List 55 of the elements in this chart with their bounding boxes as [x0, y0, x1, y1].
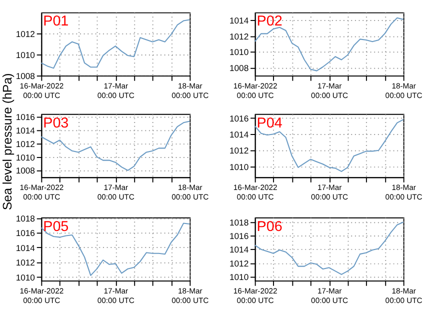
x-tick-label: 17-Mar 00:00 UTC: [97, 286, 135, 306]
x-tick-label: 16-Mar-2022 00:00 UTC: [233, 82, 278, 100]
x-tick-label: 18-Mar 00:00 UTC: [172, 183, 210, 202]
x-tick-label: 16-Mar-2022 00:00 UTC: [20, 286, 64, 306]
line-series: [40, 222, 190, 276]
y-tick-label: 1010: [16, 152, 36, 162]
y-tick-label: 1012: [229, 258, 249, 268]
x-tick-label: 18-Mar 00:00 UTC: [385, 286, 423, 306]
y-tick-label: 1012: [229, 31, 249, 42]
x-tick-label: 17-Mar 00:00 UTC: [311, 82, 349, 100]
chart-title: P05: [43, 218, 69, 235]
y-tick-label: 1008: [16, 166, 36, 176]
y-tick-label: 1010: [229, 47, 249, 58]
y-tick-label: 1010: [229, 162, 249, 172]
x-tick-label: 17-Mar 00:00 UTC: [311, 286, 349, 306]
x-tick-label: 18-Mar 00:00 UTC: [385, 183, 423, 202]
y-tick-label: 1010: [16, 272, 36, 282]
chart-title: P06: [256, 218, 282, 235]
y-tick-label: 1012: [16, 258, 36, 268]
x-tick-label: 16-Mar-2022 00:00 UTC: [20, 183, 64, 202]
y-tick-label: 1016: [229, 231, 249, 242]
y-tick-label: 1014: [16, 125, 36, 136]
x-tick-label: 18-Mar 00:00 UTC: [385, 82, 423, 100]
y-tick-label: 1012: [16, 138, 36, 149]
y-tick-label: 1014: [229, 244, 249, 255]
chart-title: P02: [256, 14, 282, 30]
x-tick-label: 17-Mar 00:00 UTC: [97, 183, 135, 202]
line-series: [254, 222, 404, 275]
y-tick-label: 1014: [229, 130, 249, 140]
y-tick-label: 1008: [16, 70, 36, 81]
chart-title: P03: [43, 115, 69, 132]
x-tick-label: 16-Mar-2022 00:00 UTC: [20, 82, 64, 100]
y-tick-label: 1014: [229, 16, 249, 26]
x-tick-label: 17-Mar 00:00 UTC: [311, 183, 349, 202]
line-series: [254, 119, 404, 172]
chart-title: P04: [256, 115, 282, 132]
y-tick-label: 1012: [16, 28, 36, 39]
x-tick-label: 18-Mar 00:00 UTC: [172, 286, 210, 306]
x-tick-label: 16-Mar-2022 00:00 UTC: [233, 183, 278, 202]
y-tick-label: 1010: [229, 272, 249, 282]
line-series: [254, 17, 404, 72]
chart-title: P01: [43, 14, 69, 30]
x-tick-label: 16-Mar-2022 00:00 UTC: [233, 286, 278, 306]
y-axis-title: Sea level pressure (hPa): [0, 73, 14, 210]
x-tick-label: 17-Mar 00:00 UTC: [97, 82, 135, 100]
y-tick-label: 1008: [229, 63, 249, 74]
y-tick-label: 1012: [229, 146, 249, 156]
y-tick-label: 1016: [229, 113, 249, 124]
y-tick-label: 1014: [16, 242, 36, 253]
y-tick-label: 1016: [16, 228, 36, 238]
y-tick-label: 1018: [16, 213, 36, 224]
y-tick-label: 1018: [229, 217, 249, 228]
y-tick-label: 1016: [16, 112, 36, 122]
x-tick-label: 18-Mar 00:00 UTC: [172, 82, 210, 100]
y-tick-label: 1010: [16, 50, 36, 60]
